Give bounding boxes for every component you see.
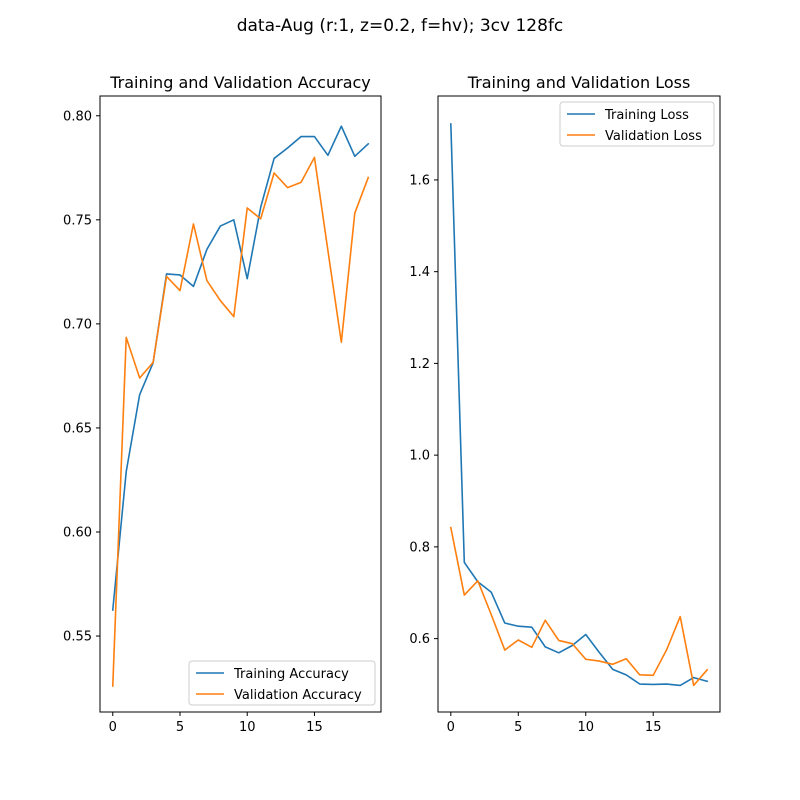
accuracy-legend-box: [188, 660, 376, 706]
accuracy-legend-label-0: Training Accuracy: [233, 667, 349, 682]
accuracy-x-tick-label: 5: [176, 720, 184, 735]
loss-series-line-1: [449, 526, 709, 687]
loss-x-tick-label: 15: [645, 720, 662, 735]
accuracy-legend: Training Accuracy Validation Accuracy: [188, 660, 376, 706]
loss-legend: Training Loss Validation Loss: [559, 101, 715, 147]
accuracy-axes-frame: [99, 95, 382, 713]
loss-y-tick-label: 0.6: [409, 632, 430, 647]
loss-legend-label-1: Validation Loss: [605, 129, 702, 144]
loss-x-tick-label: 0: [447, 720, 455, 735]
accuracy-y-tick-label: 0.80: [63, 109, 92, 124]
loss-y-tick-label: 0.8: [409, 540, 430, 555]
accuracy-y-tick-label: 0.60: [63, 525, 92, 540]
loss-chart-title: Training and Validation Loss: [467, 73, 691, 92]
accuracy-y-tick-label: 0.75: [63, 213, 92, 228]
loss-x-tick-label: 5: [514, 720, 522, 735]
accuracy-chart-title: Training and Validation Accuracy: [109, 73, 371, 92]
accuracy-x-tick-label: 15: [306, 720, 323, 735]
figure-suptitle: data-Aug (r:1, z=0.2, f=hv); 3cv 128fc: [237, 16, 564, 36]
accuracy-y-tick-label: 0.55: [63, 630, 92, 645]
accuracy-x-tick-label: 0: [109, 720, 117, 735]
loss-axes-frame: [437, 95, 721, 713]
loss-y-tick-label: 1.0: [409, 449, 430, 464]
accuracy-legend-label-1: Validation Accuracy: [234, 688, 362, 703]
loss-x-tick-label: 10: [577, 720, 594, 735]
accuracy-y-tick-label: 0.70: [63, 317, 92, 332]
loss-series-line-0: [449, 123, 709, 687]
accuracy-chart: Training and Validation Accuracy 0 5 10 15 0.…: [63, 73, 382, 735]
accuracy-y-tick-label: 0.65: [63, 421, 92, 436]
loss-y-tick-label: 1.6: [409, 173, 430, 188]
loss-legend-label-0: Training Loss: [604, 108, 689, 123]
loss-chart: Training and Validation Loss 0 5 10 15 0.6 0.8…: [409, 73, 721, 735]
loss-y-tick-label: 1.4: [409, 265, 430, 280]
loss-legend-box: [559, 101, 715, 147]
accuracy-x-tick-label: 10: [239, 720, 256, 735]
accuracy-series-line-1: [111, 156, 370, 687]
loss-y-tick-label: 1.2: [409, 357, 430, 372]
